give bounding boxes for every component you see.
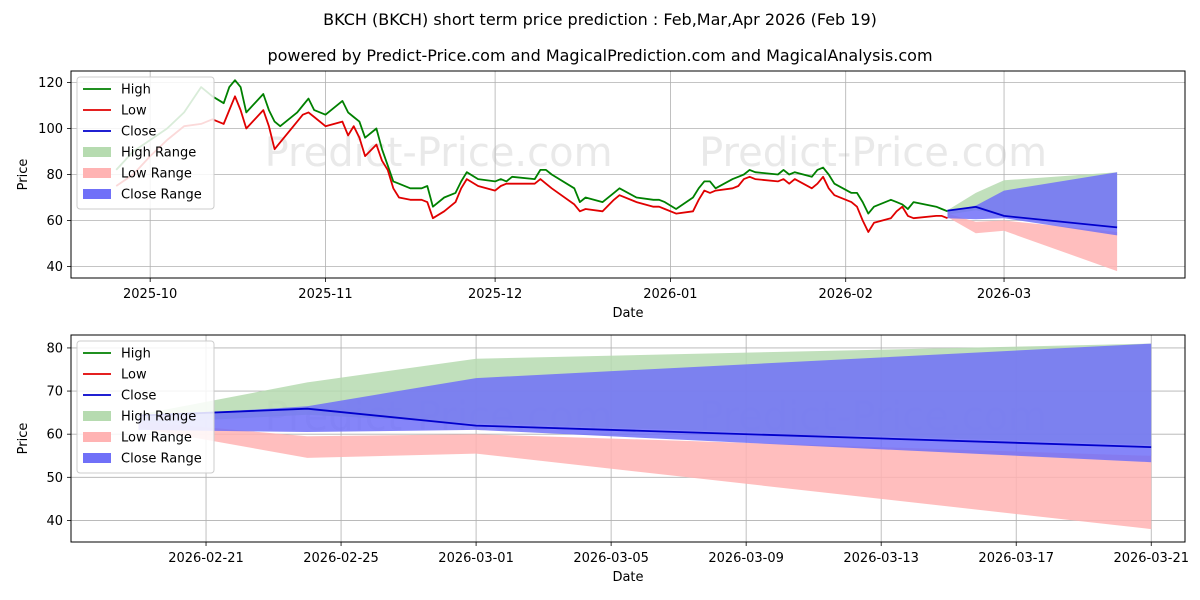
legend-label: Close xyxy=(121,389,156,404)
legend: High Low Close High Range Low Range Close Ran… xyxy=(76,340,215,474)
y-tick-label: 40 xyxy=(46,260,63,275)
legend-label: High xyxy=(121,83,151,98)
x-tick-label: 2026-03-09 xyxy=(708,551,784,566)
legend-label: High xyxy=(121,347,151,362)
band-close-range xyxy=(138,343,1152,463)
series-close xyxy=(947,205,1118,229)
legend-label: High Range xyxy=(121,410,196,425)
watermark: Predict-Price.com xyxy=(265,130,613,176)
y-tick-label: 120 xyxy=(38,76,63,91)
x-tick-label: 2026-02 xyxy=(819,287,873,302)
x-tick-label: 2026-02-25 xyxy=(303,551,379,566)
x-axis-label: Date xyxy=(612,306,643,321)
legend-swatch-patch xyxy=(83,411,111,421)
plot-area xyxy=(138,343,1152,530)
legend-box xyxy=(76,76,215,210)
y-tick-label: 100 xyxy=(38,122,63,137)
legend-label: High Range xyxy=(121,146,196,161)
legend-label: Low Range xyxy=(121,167,192,182)
series-close xyxy=(138,407,1152,448)
series-high xyxy=(115,79,948,215)
plot-area xyxy=(115,79,1118,272)
y-axis-label: Price xyxy=(16,423,31,455)
watermark: Predict-Price.com xyxy=(699,130,1047,176)
x-tick-label: 2026-03-05 xyxy=(573,551,649,566)
x-tick-label: 2026-01 xyxy=(643,287,697,302)
x-tick-label: 2026-02-21 xyxy=(168,551,244,566)
y-tick-label: 40 xyxy=(46,514,63,529)
chart-title: BKCH (BKCH) short term price prediction … xyxy=(323,10,877,29)
x-tick-label: 2026-03-01 xyxy=(438,551,514,566)
y-axis-label: Price xyxy=(16,159,31,191)
legend-label: Close xyxy=(121,125,156,140)
x-tick-label: 2026-03-21 xyxy=(1113,551,1189,566)
legend-label: Close Range xyxy=(121,452,202,467)
legend-swatch-patch xyxy=(83,432,111,442)
x-tick-label: 2026-03-17 xyxy=(978,551,1054,566)
legend-label: Low xyxy=(121,104,147,119)
x-tick-label: 2025-11 xyxy=(298,287,352,302)
legend-swatch-patch xyxy=(83,168,111,178)
x-tick-label: 2025-10 xyxy=(123,287,177,302)
chart-subtitle: powered by Predict-Price.com and Magical… xyxy=(267,46,933,65)
legend-label: Low Range xyxy=(121,431,192,446)
legend-swatch-patch xyxy=(83,147,111,157)
legend: High Low Close High Range Low Range Close Ran… xyxy=(76,76,215,210)
legend-label: Low xyxy=(121,368,147,383)
band-close-range xyxy=(947,172,1118,236)
plot-forecast-zoom: Predict-Price.comPredict-Price.com405060… xyxy=(16,334,1189,585)
x-axis-label: Date xyxy=(612,570,643,585)
y-tick-label: 60 xyxy=(46,428,63,443)
x-tick-label: 2026-03-13 xyxy=(843,551,919,566)
y-tick-label: 60 xyxy=(46,214,63,229)
legend-label: Close Range xyxy=(121,188,202,203)
series-low xyxy=(115,95,948,233)
y-tick-label: 50 xyxy=(46,471,63,486)
plot-frame xyxy=(70,70,1186,279)
legend-swatch-patch xyxy=(83,453,111,463)
x-tick-label: 2026-03 xyxy=(977,287,1031,302)
x-tick-label: 2025-12 xyxy=(468,287,522,302)
y-tick-label: 80 xyxy=(46,168,63,183)
plot-history-and-forecast: Predict-Price.com Predict-Price.com 40 60 80… xyxy=(16,70,1186,321)
plot-frame xyxy=(70,334,1186,543)
y-tick-label: 80 xyxy=(46,341,63,356)
legend-swatch-patch xyxy=(83,189,111,199)
y-tick-label: 70 xyxy=(46,385,63,400)
legend-box xyxy=(76,340,215,474)
